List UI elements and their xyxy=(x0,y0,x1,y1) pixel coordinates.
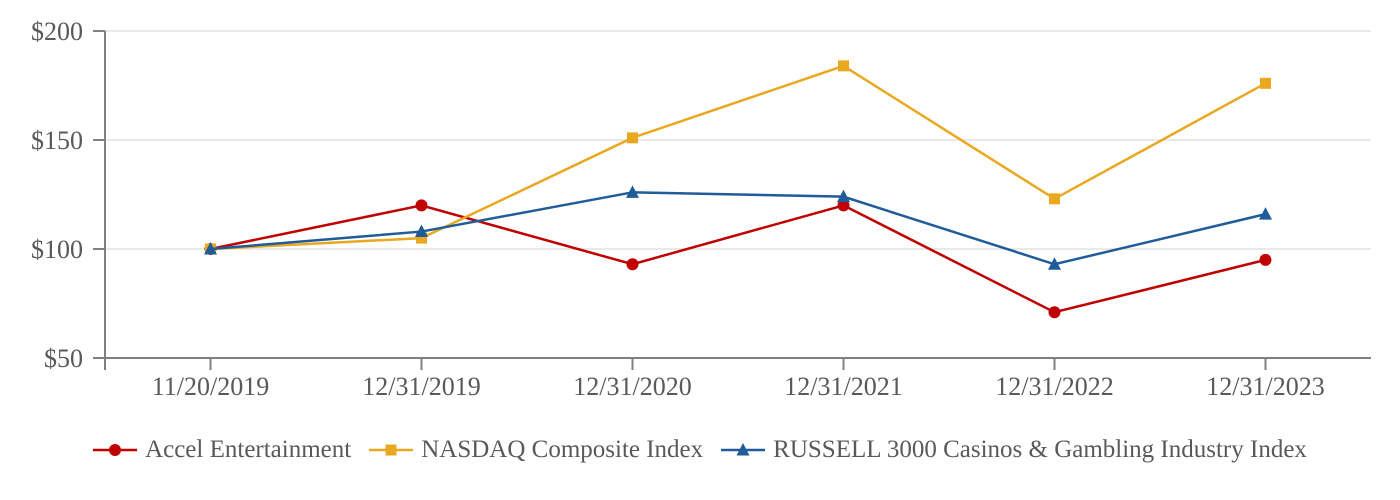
legend-marker-triangle-icon xyxy=(721,443,766,456)
series-line xyxy=(210,191,1266,266)
data-point-circle xyxy=(1259,253,1272,266)
x-tick-label: 11/20/2019 xyxy=(152,372,269,401)
series-1 xyxy=(205,60,1271,255)
y-tick-label: $100 xyxy=(31,235,83,264)
data-point-triangle xyxy=(1259,207,1272,220)
x-tick-label: 12/31/2021 xyxy=(784,372,902,401)
series-line xyxy=(210,64,1267,251)
data-point-square xyxy=(416,232,427,244)
data-point-square xyxy=(385,444,397,456)
legend-item-accel-entertainment: Accel Entertainment xyxy=(93,436,351,464)
legend-label-nasdaq-composite-index: NASDAQ Composite Index xyxy=(421,436,704,463)
data-point-square xyxy=(1049,193,1060,205)
legend-marker-circle-icon xyxy=(93,444,138,456)
x-tick-label: 12/31/2020 xyxy=(573,372,691,401)
data-point-triangle xyxy=(626,185,639,198)
series-0 xyxy=(204,199,1272,319)
data-point-square xyxy=(838,60,849,72)
plot-area: $50 $100 $150 $200 11/20/2019 12/31/2019 12/31… xyxy=(31,17,1371,401)
data-point-triangle xyxy=(837,189,850,203)
data-point-triangle xyxy=(736,443,750,456)
data-point-circle xyxy=(109,444,122,456)
data-point-circle xyxy=(415,199,428,212)
data-point-triangle xyxy=(1048,257,1061,270)
y-tick-label: $200 xyxy=(31,17,83,46)
x-tick-label: 12/31/2023 xyxy=(1206,372,1324,401)
data-point-triangle xyxy=(204,242,217,255)
chart-legend: Accel Entertainment NASDAQ Composite Ind… xyxy=(0,436,1400,464)
data-point-triangle xyxy=(415,224,428,238)
x-tick-label: 12/31/2019 xyxy=(362,372,480,401)
data-point-square xyxy=(627,132,638,144)
legend-item-nasdaq-composite-index: NASDAQ Composite Index xyxy=(369,436,703,464)
data-point-circle xyxy=(837,199,850,212)
series-line xyxy=(210,204,1266,314)
legend-label-russell-3000-index: RUSSELL 3000 Casinos & Gambling Industry… xyxy=(773,436,1307,463)
y-tick-label: $50 xyxy=(44,344,83,373)
x-tick-label: 12/31/2022 xyxy=(995,372,1113,401)
data-point-circle xyxy=(1048,306,1061,319)
legend-marker-square-icon xyxy=(369,444,414,456)
data-point-square xyxy=(1260,77,1271,89)
data-point-circle xyxy=(626,258,639,271)
y-tick-label: $150 xyxy=(31,126,83,155)
series-2 xyxy=(204,185,1272,270)
legend-item-russell-3000-index: RUSSELL 3000 Casinos & Gambling Industry… xyxy=(721,436,1307,464)
legend-label-accel-entertainment: Accel Entertainment xyxy=(145,436,352,463)
